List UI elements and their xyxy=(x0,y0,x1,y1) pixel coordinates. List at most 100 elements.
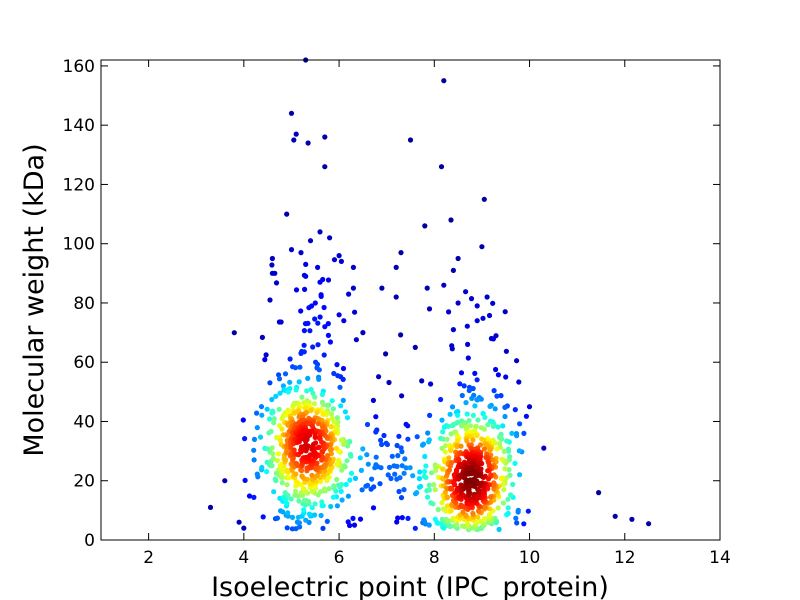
data-point xyxy=(328,411,335,417)
data-point xyxy=(488,335,494,342)
data-point xyxy=(324,518,330,525)
data-point xyxy=(319,499,325,505)
data-point xyxy=(360,330,366,336)
data-point xyxy=(357,455,363,461)
data-point xyxy=(322,164,328,170)
data-point xyxy=(494,446,500,452)
y-tick-label: 100 xyxy=(63,235,95,255)
data-point xyxy=(475,514,481,520)
data-point xyxy=(308,408,314,414)
data-point xyxy=(292,488,299,494)
data-point xyxy=(439,417,445,423)
data-point xyxy=(350,264,356,270)
data-point xyxy=(236,519,242,525)
data-point xyxy=(514,358,520,364)
data-point xyxy=(280,509,286,515)
data-point xyxy=(336,253,342,259)
data-point xyxy=(364,421,371,428)
data-point xyxy=(470,412,476,418)
data-point xyxy=(242,477,248,483)
data-point xyxy=(286,475,292,481)
data-point xyxy=(284,525,290,531)
data-point xyxy=(438,164,445,170)
data-point xyxy=(285,389,291,395)
data-point xyxy=(481,516,488,522)
data-point xyxy=(293,287,300,293)
data-point xyxy=(305,140,311,146)
data-point xyxy=(284,500,290,506)
data-point xyxy=(327,339,333,345)
data-point xyxy=(396,433,402,439)
data-point xyxy=(501,448,507,454)
data-point xyxy=(457,451,463,457)
data-point xyxy=(307,481,313,487)
data-point xyxy=(327,447,334,453)
data-point xyxy=(453,469,459,475)
data-point xyxy=(320,525,326,532)
data-point xyxy=(351,522,358,528)
data-point xyxy=(336,312,342,318)
data-point xyxy=(445,423,451,429)
data-point xyxy=(309,303,315,309)
data-point xyxy=(446,455,452,461)
data-point xyxy=(317,314,323,320)
data-point xyxy=(267,297,273,303)
data-point xyxy=(472,403,478,409)
data-point xyxy=(466,387,472,394)
data-point xyxy=(254,425,260,431)
data-point xyxy=(328,503,334,510)
data-point xyxy=(334,503,340,509)
data-point xyxy=(378,437,384,443)
data-point xyxy=(281,463,287,469)
data-point xyxy=(516,448,522,454)
data-point xyxy=(498,393,504,399)
data-point xyxy=(398,495,405,501)
data-point xyxy=(384,441,390,448)
data-point xyxy=(297,524,303,530)
data-point xyxy=(464,438,470,444)
data-point xyxy=(426,522,432,528)
data-point xyxy=(467,477,474,483)
data-point xyxy=(512,407,518,413)
data-point xyxy=(312,501,318,507)
data-point xyxy=(275,451,282,457)
data-point xyxy=(350,285,356,291)
data-point xyxy=(410,473,416,479)
data-point xyxy=(307,238,314,244)
data-point xyxy=(251,447,257,453)
data-point xyxy=(456,457,462,463)
data-point xyxy=(327,235,333,241)
data-point xyxy=(338,258,344,264)
data-point xyxy=(394,463,400,469)
data-point xyxy=(296,379,302,385)
data-point xyxy=(399,463,405,469)
data-point xyxy=(370,505,377,511)
data-point xyxy=(430,501,436,507)
data-point xyxy=(501,487,507,493)
data-point xyxy=(259,412,265,418)
data-point xyxy=(463,426,469,432)
data-point xyxy=(288,247,295,253)
data-point xyxy=(242,436,248,442)
x-tick-label: 4 xyxy=(238,548,249,568)
data-point xyxy=(509,430,515,436)
data-point xyxy=(482,441,488,447)
data-point xyxy=(454,521,460,527)
x-tick-label: 14 xyxy=(709,548,731,568)
data-point xyxy=(269,445,275,451)
data-point xyxy=(418,483,424,489)
data-point xyxy=(502,404,508,410)
data-point xyxy=(481,446,487,452)
data-point xyxy=(490,423,496,429)
data-point xyxy=(298,250,304,256)
data-point xyxy=(287,379,293,385)
data-point xyxy=(395,515,401,521)
data-point xyxy=(504,512,510,518)
data-point xyxy=(450,327,456,333)
data-point xyxy=(270,451,276,457)
data-point xyxy=(393,294,399,300)
data-point xyxy=(284,467,290,473)
data-point xyxy=(291,137,297,143)
data-point xyxy=(399,393,405,399)
data-point xyxy=(319,424,325,430)
